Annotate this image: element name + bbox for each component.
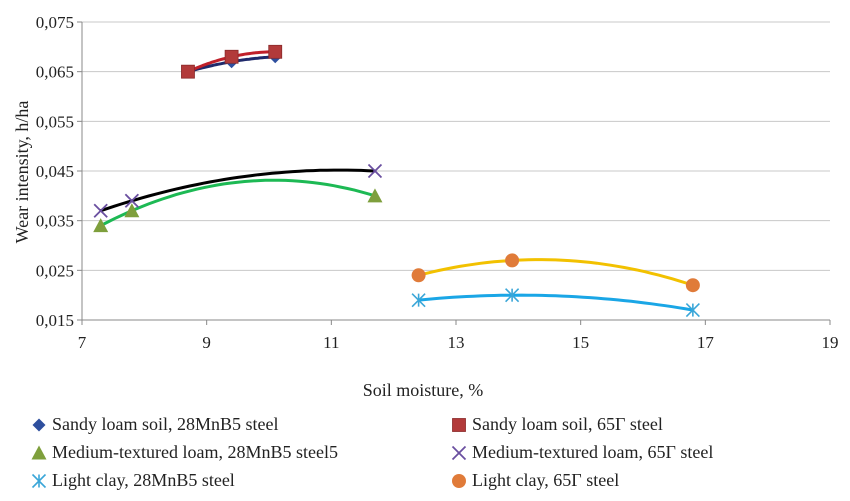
legend-item-6: Light clay, 65Γ steel: [450, 470, 619, 491]
legend-marker-icon: [452, 417, 466, 432]
legend-marker: [451, 445, 467, 460]
y-tick-label: 0,075: [36, 13, 74, 32]
legend-marker-icon: [32, 418, 46, 431]
legend-item-2: Sandy loam soil, 65Γ steel: [450, 414, 663, 435]
trend-lines: [100, 50, 694, 312]
data-point-series-6: [685, 278, 700, 293]
x-tick-label: 7: [78, 333, 87, 352]
x-tick-label: 11: [323, 333, 339, 352]
trend-line-series-4: [100, 168, 376, 213]
legend-label: Light clay, 65Γ steel: [472, 470, 620, 490]
axes: 0,015 0,025 0,035 0,045 0,055 0,065 0,075 7 9 11 1…: [36, 13, 839, 352]
legend-label: Light clay, 28MnB5 steel: [52, 470, 235, 490]
y-tick-label: 0,045: [36, 162, 74, 181]
data-point-series-3: [367, 188, 383, 203]
data-point-series-5: [411, 293, 426, 308]
trend-line-series-6: [418, 258, 694, 287]
legend-label: Medium-textured loam, 65Γ steel: [472, 442, 714, 462]
x-tick-label: 13: [448, 333, 465, 352]
x-tick-label: 17: [697, 333, 715, 352]
data-point-series-5: [685, 303, 700, 318]
x-tick-label: 9: [202, 333, 211, 352]
legend-item-1: Sandy loam soil, 28MnB5 steel: [30, 414, 279, 435]
legend-label: Sandy loam soil, 28MnB5 steel: [52, 414, 279, 434]
y-axis-title: Wear intensity, h/ha: [12, 101, 32, 244]
data-point-series-4: [367, 163, 383, 179]
y-tick-label: 0,025: [36, 261, 74, 280]
data-point-series-6: [411, 268, 426, 283]
y-tick-label: 0,015: [36, 311, 74, 330]
legend-marker: [452, 417, 466, 432]
x-tick-label: 19: [822, 333, 839, 352]
legend-marker-icon: [31, 473, 47, 488]
data-point-series-6: [505, 253, 520, 268]
legend-item-3: Medium-textured loam, 28MnB5 steel5: [30, 442, 338, 463]
chart: 0,015 0,025 0,035 0,045 0,055 0,065 0,075 7 9 11 1…: [12, 13, 839, 400]
data-point-series-2: [268, 44, 283, 59]
data-point-series-4: [93, 203, 108, 218]
data-point-series-2: [224, 49, 239, 64]
legend-item-4: Medium-textured loam, 65Γ steel: [450, 442, 713, 463]
x-axis-title: Soil moisture, %: [363, 380, 484, 400]
data-markers: [93, 44, 700, 318]
legend-marker-icon: [31, 445, 47, 459]
data-point-series-3: [93, 218, 109, 233]
data-point-series-5: [505, 288, 520, 303]
y-tick-label: 0,035: [36, 212, 74, 231]
legend-item-5: Light clay, 28MnB5 steel: [30, 470, 235, 491]
legend-marker: [32, 418, 46, 431]
x-tick-label: 15: [572, 333, 589, 352]
data-point-series-3: [124, 203, 140, 218]
grid-lines: [82, 21, 830, 271]
y-tick-label: 0,065: [36, 63, 74, 82]
legend-label: Medium-textured loam, 28MnB5 steel5: [52, 442, 338, 462]
legend-marker: [31, 473, 47, 488]
trend-line-series-3: [100, 178, 376, 227]
y-tick-label: 0,055: [36, 112, 74, 131]
legend-marker-icon: [451, 445, 467, 460]
trend-line-series-5: [418, 293, 694, 312]
legend-label: Sandy loam soil, 65Γ steel: [472, 414, 663, 434]
legend-marker: [452, 473, 466, 488]
legend-marker-icon: [452, 473, 466, 488]
legend-marker: [31, 445, 47, 459]
data-point-series-4: [124, 193, 140, 208]
data-point-series-2: [181, 64, 195, 79]
